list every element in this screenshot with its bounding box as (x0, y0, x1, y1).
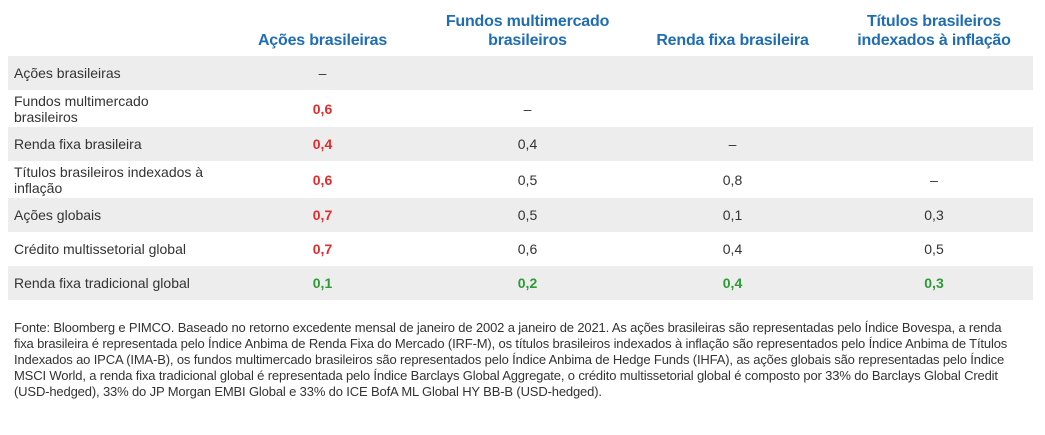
column-header: Ações brasileiras (257, 32, 388, 49)
table-cell: – (930, 171, 938, 188)
table-cell: 0,4 (425, 127, 630, 161)
row-label: Renda fixa tradicional global (8, 266, 220, 300)
table-cell (835, 127, 1033, 161)
source-footnote: Fonte: Bloomberg e PIMCO. Baseado no ret… (14, 320, 1008, 399)
table-cell (425, 56, 630, 90)
table-cell (630, 56, 835, 90)
table-cell: 0,4 (722, 241, 743, 257)
column-header: Renda fixa brasileira (656, 32, 809, 49)
row-label: Renda fixa brasileira (8, 127, 220, 161)
header-row: Ações brasileiras Fundos multimercado br… (8, 6, 1033, 56)
table-row: Renda fixa tradicional global 0,1 0,2 0,… (8, 266, 1033, 300)
table-cell: 0,6 (312, 100, 333, 117)
table-cell: 0,2 (425, 266, 630, 300)
table-cell: 0,3 (835, 198, 1033, 232)
row-label: Crédito multissetorial global (14, 241, 186, 257)
row-label: Ações globais (8, 198, 220, 232)
table-cell: 0,4 (220, 127, 425, 161)
table-cell: 0,1 (630, 198, 835, 232)
table-row: Crédito multissetorial global 0,7 0,6 0,… (8, 232, 1033, 266)
table-cell (835, 56, 1033, 90)
header-corner (8, 6, 220, 56)
table-cell: 0,7 (220, 198, 425, 232)
table-cell: 0,3 (835, 266, 1033, 300)
table-cell: 0,7 (312, 241, 333, 257)
row-label: Ações brasileiras (8, 56, 220, 90)
table-cell: 0,5 (517, 171, 538, 188)
table-row: Ações globais 0,7 0,5 0,1 0,3 (8, 198, 1033, 232)
table-cell: – (630, 127, 835, 161)
row-label: Fundos multimercado brasileiros (14, 92, 149, 125)
table-cell: 0,1 (220, 266, 425, 300)
table-cell: 0,5 (924, 241, 944, 257)
table-cell (630, 90, 835, 127)
table-cell: 0,6 (312, 171, 333, 188)
table-row: Títulos brasileiros indexados à inflação… (8, 161, 1033, 198)
row-label: Títulos brasileiros indexados à inflação (14, 163, 204, 196)
table-cell: 0,5 (425, 198, 630, 232)
column-header: Títulos brasileiros indexados à inflação (857, 13, 1011, 49)
column-header: Fundos multimercado brasileiros (445, 13, 610, 49)
table-row: Fundos multimercado brasileiros 0,6 – (8, 90, 1033, 127)
table-row: Renda fixa brasileira 0,4 0,4 – (8, 127, 1033, 161)
table-cell: – (523, 100, 532, 117)
table-cell (835, 90, 1033, 127)
table-cell: 0,4 (630, 266, 835, 300)
table-cell: 0,6 (517, 241, 538, 257)
correlation-table: Ações brasileiras Fundos multimercado br… (8, 6, 1033, 300)
table-cell: 0,8 (722, 171, 743, 188)
table-cell: – (220, 56, 425, 90)
table-row: Ações brasileiras – (8, 56, 1033, 90)
